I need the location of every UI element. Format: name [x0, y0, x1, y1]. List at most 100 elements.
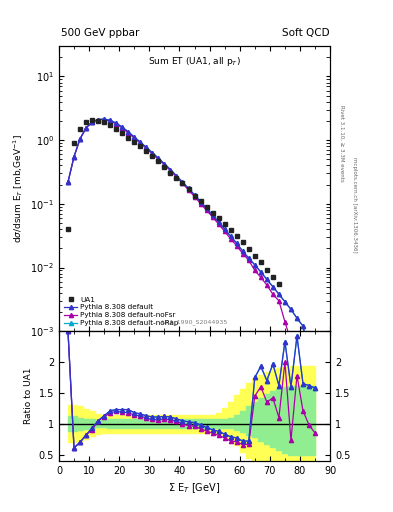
Pythia 8.308 default-noRap	[264, 276, 269, 283]
UA1	[192, 193, 197, 199]
UA1	[174, 175, 179, 181]
Pythia 8.308 default-noFsr	[246, 257, 251, 263]
UA1	[301, 393, 305, 399]
Pythia 8.308 default	[234, 240, 239, 246]
UA1	[234, 233, 239, 239]
UA1	[277, 281, 281, 287]
Pythia 8.308 default-noRap	[222, 226, 227, 232]
Pythia 8.308 default-noRap	[246, 255, 251, 261]
Pythia 8.308 default-noRap	[198, 199, 203, 205]
UA1	[90, 117, 94, 123]
Pythia 8.308 default-noFsr	[186, 187, 191, 193]
Pythia 8.308 default-noRap	[186, 185, 191, 191]
UA1	[84, 119, 88, 125]
Pythia 8.308 default	[126, 129, 130, 135]
UA1	[252, 253, 257, 260]
Pythia 8.308 default-noRap	[138, 139, 143, 145]
Pythia 8.308 default-noFsr	[180, 180, 185, 186]
UA1	[283, 352, 287, 358]
UA1	[156, 158, 161, 164]
Pythia 8.308 default	[210, 212, 215, 219]
Pythia 8.308 default	[198, 199, 203, 205]
Pythia 8.308 default-noRap	[192, 192, 197, 198]
Pythia 8.308 default-noFsr	[252, 267, 257, 273]
UA1	[168, 169, 173, 176]
Pythia 8.308 default-noRap	[277, 291, 281, 297]
UA1	[204, 204, 209, 210]
Pythia 8.308 default-noFsr	[126, 130, 130, 136]
Text: Sum ET (UA1, all p$_T$): Sum ET (UA1, all p$_T$)	[148, 55, 241, 68]
Pythia 8.308 default-noFsr	[96, 117, 101, 123]
UA1	[264, 266, 269, 272]
Line: Pythia 8.308 default-noRap: Pythia 8.308 default-noRap	[66, 117, 317, 401]
Pythia 8.308 default-noFsr	[174, 174, 179, 180]
Pythia 8.308 default-noFsr	[222, 228, 227, 234]
Pythia 8.308 default-noFsr	[241, 250, 245, 257]
Pythia 8.308 default-noFsr	[162, 162, 167, 168]
Pythia 8.308 default	[283, 298, 287, 305]
Pythia 8.308 default-noFsr	[295, 353, 299, 359]
UA1	[96, 118, 101, 124]
Pythia 8.308 default-noFsr	[210, 214, 215, 220]
Pythia 8.308 default-noFsr	[108, 118, 112, 124]
Pythia 8.308 default-noRap	[156, 155, 161, 161]
Pythia 8.308 default-noFsr	[313, 421, 318, 427]
Pythia 8.308 default	[264, 276, 269, 283]
Pythia 8.308 default	[313, 396, 318, 402]
Pythia 8.308 default	[246, 255, 251, 261]
Pythia 8.308 default-noRap	[90, 119, 94, 125]
UA1	[270, 273, 275, 280]
UA1	[162, 164, 167, 170]
UA1	[186, 186, 191, 192]
Pythia 8.308 default-noFsr	[307, 392, 311, 398]
Pythia 8.308 default-noRap	[307, 350, 311, 356]
UA1	[144, 148, 149, 154]
Pythia 8.308 default	[78, 136, 83, 142]
Pythia 8.308 default-noFsr	[102, 117, 107, 123]
Line: Pythia 8.308 default-noFsr: Pythia 8.308 default-noFsr	[66, 118, 317, 426]
Pythia 8.308 default	[150, 150, 155, 156]
Y-axis label: d$\sigma$/dsum E$_T$ [mb,GeV$^{-1}$]: d$\sigma$/dsum E$_T$ [mb,GeV$^{-1}$]	[11, 134, 24, 243]
X-axis label: $\Sigma$ E$_T$ [GeV]: $\Sigma$ E$_T$ [GeV]	[169, 481, 220, 495]
Pythia 8.308 default-noRap	[72, 154, 76, 160]
Pythia 8.308 default-noRap	[174, 173, 179, 179]
Pythia 8.308 default-noRap	[150, 150, 155, 156]
Pythia 8.308 default	[132, 134, 137, 140]
Pythia 8.308 default	[138, 139, 143, 145]
Pythia 8.308 default-noFsr	[216, 221, 221, 227]
Pythia 8.308 default-noFsr	[90, 119, 94, 125]
UA1	[108, 122, 112, 129]
Pythia 8.308 default	[192, 192, 197, 198]
Pythia 8.308 default-noRap	[144, 144, 149, 151]
Pythia 8.308 default-noRap	[295, 315, 299, 321]
Pythia 8.308 default-noFsr	[234, 243, 239, 249]
Pythia 8.308 default-noFsr	[72, 154, 76, 160]
UA1	[198, 198, 203, 204]
Pythia 8.308 default-noFsr	[288, 338, 293, 344]
Pythia 8.308 default-noFsr	[301, 367, 305, 373]
Pythia 8.308 default-noRap	[241, 248, 245, 254]
Pythia 8.308 default	[222, 226, 227, 232]
Pythia 8.308 default-noRap	[252, 262, 257, 268]
Pythia 8.308 default-noFsr	[204, 207, 209, 214]
Pythia 8.308 default-noFsr	[264, 282, 269, 288]
Pythia 8.308 default	[277, 291, 281, 297]
UA1	[307, 478, 311, 484]
Pythia 8.308 default-noFsr	[132, 135, 137, 141]
Pythia 8.308 default-noRap	[96, 117, 101, 123]
Pythia 8.308 default-noRap	[288, 306, 293, 312]
Pythia 8.308 default	[156, 155, 161, 161]
Pythia 8.308 default-noFsr	[277, 298, 281, 304]
UA1	[138, 143, 143, 150]
Pythia 8.308 default	[252, 262, 257, 268]
UA1	[120, 130, 125, 136]
UA1	[216, 216, 221, 222]
UA1	[126, 135, 130, 141]
UA1	[114, 126, 119, 132]
UA1	[313, 503, 318, 509]
Pythia 8.308 default-noFsr	[192, 194, 197, 200]
Pythia 8.308 default-noFsr	[150, 151, 155, 157]
Pythia 8.308 default-noRap	[66, 179, 70, 185]
UA1	[210, 209, 215, 216]
Pythia 8.308 default	[180, 179, 185, 185]
